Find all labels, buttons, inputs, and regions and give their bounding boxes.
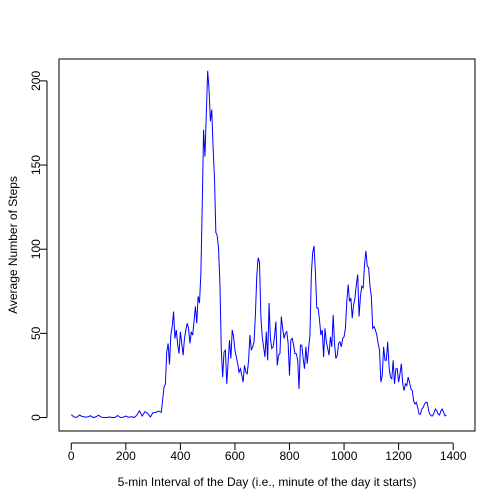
x-tick-label: 200 bbox=[116, 449, 136, 463]
y-tick-label: 50 bbox=[29, 326, 43, 340]
x-tick-label: 1400 bbox=[440, 449, 467, 463]
x-tick-label: 0 bbox=[68, 449, 75, 463]
x-tick-label: 400 bbox=[170, 449, 190, 463]
y-tick-label: 200 bbox=[29, 71, 43, 91]
y-axis-label: Average Number of Steps bbox=[6, 176, 20, 314]
x-tick-label: 1200 bbox=[385, 449, 412, 463]
x-tick-label: 600 bbox=[225, 449, 245, 463]
y-axis: 0 50 100 150 200 bbox=[29, 71, 48, 421]
x-tick-label: 800 bbox=[279, 449, 299, 463]
y-tick-label: 100 bbox=[29, 239, 43, 259]
y-tick-label: 0 bbox=[29, 414, 43, 421]
plot-area-frame bbox=[58, 58, 476, 432]
x-axis-label: 5-min Interval of the Day (i.e., minute … bbox=[118, 475, 417, 489]
series-line bbox=[70, 70, 447, 419]
y-tick-label: 150 bbox=[29, 155, 43, 175]
x-tick-label: 1000 bbox=[331, 449, 358, 463]
x-axis: 0 200 400 600 800 1000 1200 1400 bbox=[68, 442, 467, 463]
